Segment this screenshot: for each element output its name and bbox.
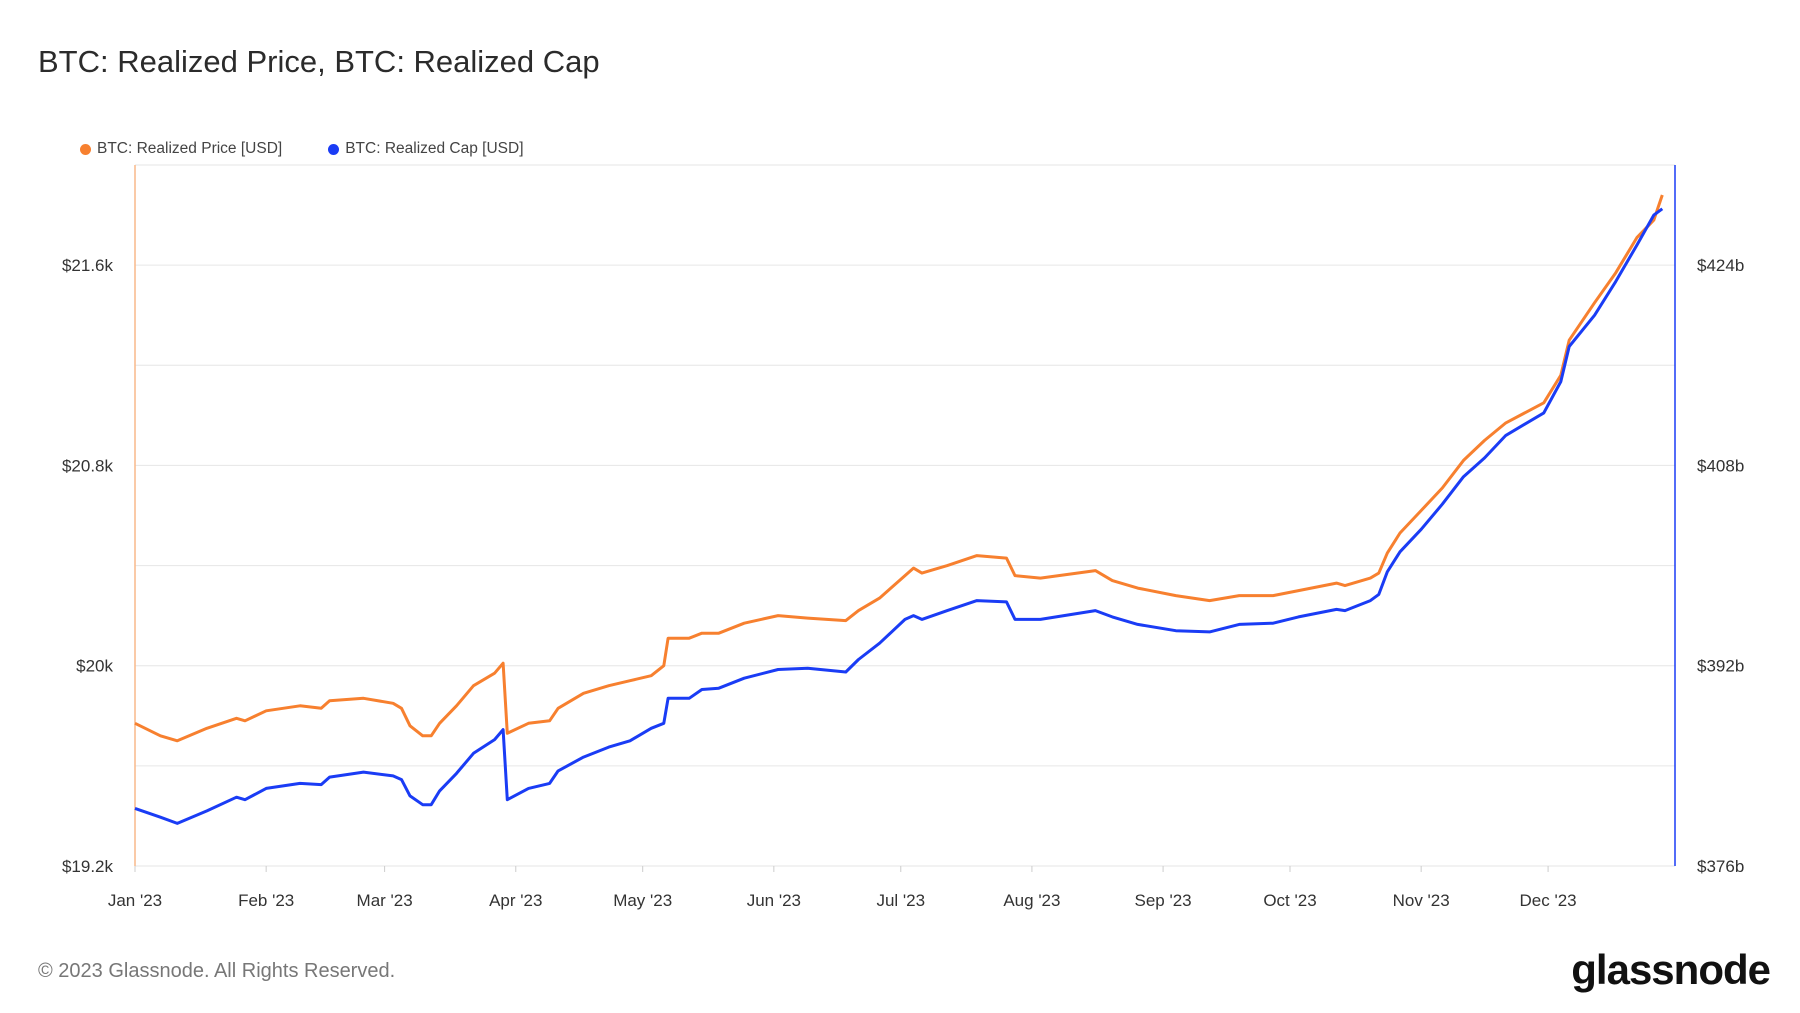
x-tick-label: Aug '23 [1003,891,1060,910]
realized-price-line [134,194,1664,743]
y-right-tick-label: $424b [1697,256,1744,275]
x-tick-label: Jun '23 [747,891,801,910]
realized-cap-line [134,207,1664,825]
legend-dot-price [80,143,91,155]
y-right-tick-label: $392b [1697,657,1744,676]
legend-dot-cap [328,143,340,155]
legend-label-cap: BTC: Realized Cap [USD] [345,140,524,157]
legend-label-price: BTC: Realized Price [USD] [97,140,283,157]
x-tick-label: Nov '23 [1393,891,1450,910]
x-tick-label: Sep '23 [1135,891,1192,910]
x-tick-label: Jul '23 [876,891,925,910]
copyright: © 2023 Glassnode. All Rights Reserved. [38,960,396,982]
y-right-tick-label: $376b [1697,857,1744,876]
legend-item-realized-cap[interactable]: BTC: Realized Cap [USD] [328,140,524,158]
y-right-tick-label: $408b [1697,456,1744,475]
glassnode-logo: glassnode [1571,946,1771,993]
y-left-tick-label: $21.6k [62,256,114,275]
legend-item-realized-price[interactable]: BTC: Realized Price [USD] [80,140,282,158]
x-tick-label: Oct '23 [1263,891,1316,910]
x-tick-label: Feb '23 [238,891,294,910]
chart-title: BTC: Realized Price, BTC: Realized Cap [38,44,600,79]
y-left-tick-label: $19.2k [62,857,114,876]
y-left-tick-label: $20.8k [62,456,114,475]
legend: BTC: Realized Price [USD] BTC: Realized … [80,140,524,158]
y-left-tick-label: $20k [76,657,113,676]
x-tick-label: Jan '23 [108,891,162,910]
x-tick-label: Dec '23 [1520,891,1577,910]
x-tick-label: Apr '23 [489,891,542,910]
x-tick-label: May '23 [613,891,672,910]
x-tick-label: Mar '23 [357,891,413,910]
